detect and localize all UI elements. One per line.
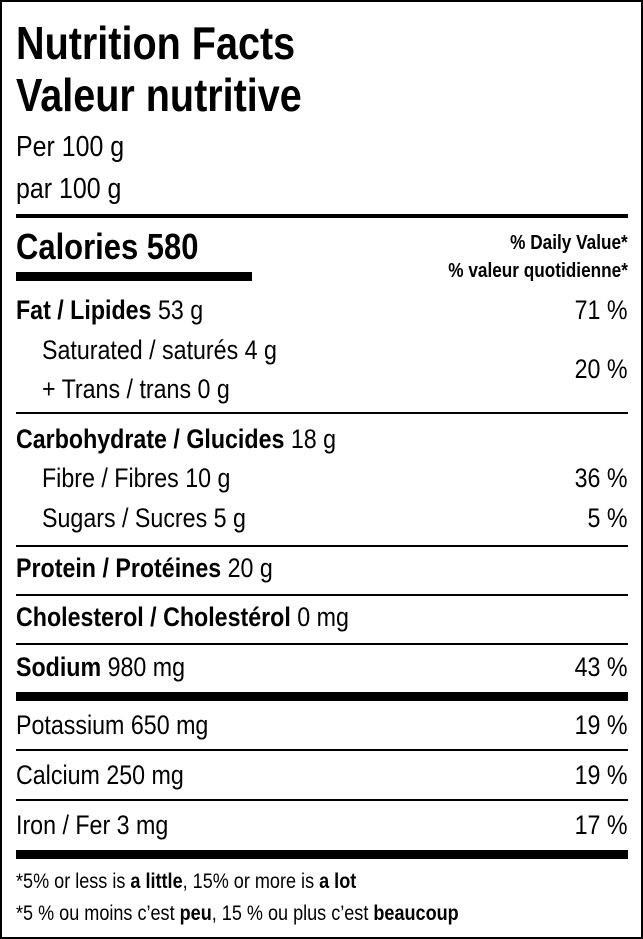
row-fibre: Fibre / Fibres 10 g [42, 463, 231, 493]
row-cholesterol: Cholesterol / Cholestérol 0 mg [16, 602, 349, 632]
divider-thick [16, 214, 628, 218]
title-en: Nutrition Facts [16, 17, 296, 69]
divider [16, 643, 628, 645]
footnote-en: *5% or less is a little, 15% or more is … [16, 870, 357, 893]
serving-size-en: Per 100 g [16, 131, 125, 163]
divider-thick [16, 850, 628, 859]
dv-fibre: 36 % [575, 463, 628, 493]
dv-header-en: % Daily Value* [510, 232, 628, 254]
dv-saturated-trans: 20 % [575, 354, 628, 384]
row-fat: Fat / Lipides 53 g [16, 295, 204, 325]
divider-thick [16, 692, 628, 701]
dv-sodium: 43 % [575, 652, 628, 682]
divider [16, 412, 628, 414]
row-sodium: Sodium 980 mg [16, 652, 186, 682]
dv-calcium: 19 % [575, 760, 628, 790]
calories-bar [16, 272, 252, 281]
dv-iron: 17 % [575, 810, 628, 840]
divider [16, 545, 628, 547]
dv-header-fr: % valeur quotidienne* [448, 260, 628, 282]
row-trans: + Trans / trans 0 g [42, 374, 230, 404]
dv-sugars: 5 % [587, 503, 628, 533]
row-sugars: Sugars / Sucres 5 g [42, 503, 246, 533]
divider [16, 799, 628, 801]
dv-fat: 71 % [575, 295, 628, 325]
dv-potassium: 19 % [575, 710, 628, 740]
row-protein: Protein / Protéines 20 g [16, 553, 273, 583]
row-potassium: Potassium 650 mg [16, 710, 209, 740]
row-iron: Iron / Fer 3 mg [16, 810, 169, 840]
calories: Calories 580 [16, 226, 198, 268]
calories-value: 580 [146, 226, 199, 267]
footnote-fr: *5 % ou moins c’est peu, 15 % ou plus c’… [16, 902, 459, 925]
row-saturated: Saturated / saturés 4 g [42, 335, 277, 365]
title-fr: Valeur nutritive [16, 69, 302, 121]
calories-label: Calories [16, 226, 139, 267]
divider [16, 594, 628, 596]
serving-size-fr: par 100 g [16, 173, 122, 205]
divider [16, 749, 628, 751]
row-calcium: Calcium 250 mg [16, 760, 184, 790]
row-carbohydrate: Carbohydrate / Glucides 18 g [16, 424, 337, 454]
